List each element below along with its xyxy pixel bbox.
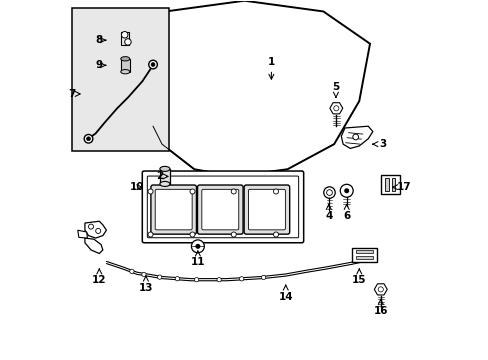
Text: 4: 4: [325, 204, 332, 221]
Text: 15: 15: [351, 269, 366, 285]
Circle shape: [148, 232, 153, 237]
Circle shape: [239, 276, 244, 281]
Circle shape: [261, 275, 265, 280]
Circle shape: [190, 189, 195, 194]
Polygon shape: [78, 230, 87, 238]
Polygon shape: [85, 221, 106, 238]
Bar: [72, 8, 169, 151]
Polygon shape: [144, 1, 369, 176]
Circle shape: [195, 244, 200, 249]
Polygon shape: [341, 126, 372, 148]
FancyBboxPatch shape: [244, 185, 289, 234]
Circle shape: [151, 63, 155, 67]
Circle shape: [121, 32, 128, 38]
Polygon shape: [380, 175, 400, 194]
Text: 8: 8: [96, 35, 105, 45]
Text: 9: 9: [96, 60, 105, 70]
Bar: [160, 169, 169, 184]
Bar: [121, 32, 128, 45]
Circle shape: [191, 240, 204, 253]
Circle shape: [175, 276, 179, 281]
Text: 5: 5: [332, 82, 339, 98]
Polygon shape: [373, 284, 386, 295]
Text: 11: 11: [190, 251, 204, 267]
FancyBboxPatch shape: [248, 189, 285, 230]
Text: 10: 10: [129, 182, 144, 192]
Text: 14: 14: [278, 285, 292, 302]
Circle shape: [273, 189, 278, 194]
FancyBboxPatch shape: [147, 176, 298, 238]
Circle shape: [217, 278, 221, 282]
FancyBboxPatch shape: [197, 185, 243, 234]
FancyBboxPatch shape: [155, 189, 192, 230]
FancyBboxPatch shape: [151, 185, 196, 234]
FancyBboxPatch shape: [202, 189, 238, 230]
Text: 2: 2: [156, 171, 168, 181]
Polygon shape: [351, 248, 376, 262]
Circle shape: [86, 137, 90, 141]
Text: 17: 17: [392, 182, 410, 192]
Circle shape: [129, 269, 134, 274]
Circle shape: [148, 60, 157, 69]
Bar: [355, 256, 372, 258]
Circle shape: [124, 39, 131, 45]
Circle shape: [88, 224, 93, 229]
Bar: [391, 178, 394, 191]
Circle shape: [273, 232, 278, 237]
Text: 7: 7: [68, 89, 80, 99]
Text: 12: 12: [92, 269, 106, 285]
Polygon shape: [329, 103, 342, 114]
Text: 3: 3: [372, 139, 386, 149]
Ellipse shape: [160, 181, 169, 186]
Circle shape: [352, 134, 358, 140]
Circle shape: [148, 189, 153, 194]
Circle shape: [231, 232, 236, 237]
FancyBboxPatch shape: [142, 171, 303, 243]
Circle shape: [344, 188, 348, 193]
Ellipse shape: [121, 57, 129, 61]
Text: 13: 13: [139, 276, 153, 293]
Ellipse shape: [160, 166, 169, 171]
Text: 16: 16: [373, 300, 387, 316]
Circle shape: [340, 184, 352, 197]
Bar: [121, 59, 129, 72]
Bar: [355, 250, 372, 253]
Circle shape: [157, 275, 162, 279]
Circle shape: [194, 278, 198, 282]
Circle shape: [96, 228, 101, 233]
Ellipse shape: [121, 69, 129, 74]
Polygon shape: [85, 238, 102, 253]
Circle shape: [142, 272, 146, 276]
Circle shape: [231, 189, 236, 194]
Bar: [385, 178, 388, 191]
Circle shape: [84, 134, 93, 143]
Text: 1: 1: [267, 57, 274, 79]
Circle shape: [323, 187, 335, 198]
Circle shape: [190, 232, 195, 237]
Text: 6: 6: [343, 204, 349, 221]
